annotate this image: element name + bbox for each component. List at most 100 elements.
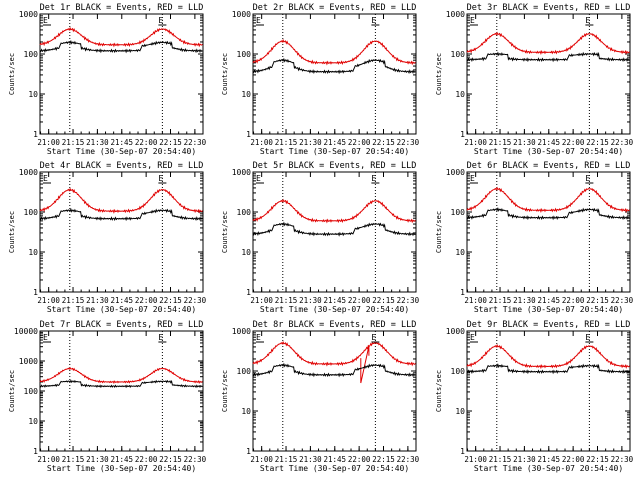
y-axis-label: Counts/sec <box>221 370 229 412</box>
x-tick-label: 21:00 <box>250 455 273 464</box>
x-tick-label: 22:30 <box>397 138 420 147</box>
y-axis-label: Counts/sec <box>435 211 443 253</box>
y-tick-label: 100 <box>451 367 466 376</box>
series-lld <box>252 38 416 66</box>
series-lld <box>39 26 203 48</box>
y-tick-label: 10 <box>455 248 465 257</box>
panel-det-2r: Det 2r BLACK = Events, RED = LLD 1 10 100 10… <box>221 3 420 156</box>
y-tick-label: 10 <box>28 417 38 426</box>
x-tick-label: 22:00 <box>562 455 585 464</box>
y-tick-label: 1 <box>33 447 38 456</box>
series-lld <box>466 186 630 214</box>
flag-label: E <box>158 16 163 25</box>
y-tick-label: 1000 <box>19 10 38 19</box>
x-axis-label: Start Time (30-Sep-07 20:54:40) <box>47 147 196 156</box>
y-axis-label: Counts/sec <box>221 53 229 95</box>
y-tick-label: 100 <box>451 208 466 217</box>
x-tick-label: 21:30 <box>513 138 536 147</box>
plot-frame <box>466 330 631 452</box>
x-tick-label: 21:00 <box>464 455 487 464</box>
panel-det-9r: Det 9r BLACK = Events, RED = LLD 1 10 100 10… <box>435 320 634 473</box>
x-tick-label: 22:15 <box>159 296 182 305</box>
x-tick-label: 22:15 <box>159 138 182 147</box>
series-events <box>466 363 630 375</box>
x-tick-label: 22:00 <box>562 296 585 305</box>
x-tick-label: 21:45 <box>537 138 560 147</box>
x-tick-label: 22:30 <box>611 296 634 305</box>
x-axis-label: Start Time (30-Sep-07 20:54:40) <box>474 305 623 314</box>
series-events <box>39 39 203 54</box>
flag-label: E <box>470 16 475 25</box>
panel-title: Det 5r BLACK = Events, RED = LLD <box>253 161 417 171</box>
x-tick-label: 21:30 <box>299 455 322 464</box>
x-tick-label: 21:00 <box>464 296 487 305</box>
flag-label: E <box>256 16 261 25</box>
x-tick-label: 21:15 <box>489 455 512 464</box>
y-tick-label: 1 <box>33 288 38 297</box>
panel-title: Det 6r BLACK = Events, RED = LLD <box>467 161 631 171</box>
panel-det-1r: Det 1r BLACK = Events, RED = LLD 1 10 100 10… <box>8 3 207 156</box>
y-tick-label: 1000 <box>446 168 465 177</box>
series-lld <box>39 187 203 214</box>
y-tick-label: 1000 <box>232 168 251 177</box>
x-tick-label: 21:45 <box>537 455 560 464</box>
x-tick-label: 22:15 <box>372 455 395 464</box>
x-tick-label: 21:45 <box>110 138 133 147</box>
y-tick-label: 10 <box>28 248 38 257</box>
x-tick-label: 21:15 <box>62 138 85 147</box>
x-tick-label: 21:45 <box>323 296 346 305</box>
x-tick-label: 21:15 <box>62 455 85 464</box>
panel-title: Det 8r BLACK = Events, RED = LLD <box>253 320 417 330</box>
x-tick-label: 21:00 <box>37 138 60 147</box>
x-tick-label: 22:30 <box>397 296 420 305</box>
y-tick-label: 100 <box>24 208 39 217</box>
y-tick-label: 1000 <box>446 10 465 19</box>
series-lld <box>252 340 416 384</box>
panel-det-3r: Det 3r BLACK = Events, RED = LLD 1 10 100 10… <box>435 3 634 156</box>
x-tick-label: 21:15 <box>275 296 298 305</box>
y-axis-label: Counts/sec <box>8 53 16 95</box>
y-tick-label: 100 <box>237 50 252 59</box>
x-tick-label: 22:00 <box>135 138 158 147</box>
y-tick-label: 100 <box>451 50 466 59</box>
x-axis-label: Start Time (30-Sep-07 20:54:40) <box>474 147 623 156</box>
plot-frame <box>252 13 417 135</box>
panel-title: Det 7r BLACK = Events, RED = LLD <box>40 320 204 330</box>
y-tick-label: 10 <box>241 90 251 99</box>
series-lld <box>252 198 416 224</box>
flag-label: E <box>43 16 48 25</box>
y-tick-label: 100 <box>237 208 252 217</box>
x-tick-label: 21:30 <box>513 296 536 305</box>
flag-label: E <box>371 174 376 183</box>
y-tick-label: 1 <box>33 130 38 139</box>
y-tick-label: 1 <box>246 447 251 456</box>
x-tick-label: 21:45 <box>110 296 133 305</box>
series-events <box>466 51 630 63</box>
x-axis-label: Start Time (30-Sep-07 20:54:40) <box>260 147 409 156</box>
x-tick-label: 21:30 <box>299 138 322 147</box>
flag-label: E <box>585 333 590 342</box>
flag-label: E <box>256 333 261 342</box>
x-tick-label: 21:15 <box>62 296 85 305</box>
plot-frame <box>252 330 417 452</box>
x-tick-label: 21:30 <box>299 296 322 305</box>
x-tick-label: 21:30 <box>513 455 536 464</box>
series-lld <box>466 343 630 370</box>
x-tick-label: 21:45 <box>110 455 133 464</box>
x-tick-label: 22:00 <box>135 296 158 305</box>
x-tick-label: 21:45 <box>537 296 560 305</box>
x-tick-label: 21:00 <box>250 296 273 305</box>
y-tick-label: 1000 <box>232 327 251 336</box>
series-lld <box>466 31 630 56</box>
y-tick-label: 10 <box>455 407 465 416</box>
y-tick-label: 1 <box>246 288 251 297</box>
x-tick-label: 22:15 <box>586 296 609 305</box>
panel-det-7r: Det 7r BLACK = Events, RED = LLD 1 10 100 10… <box>8 320 207 473</box>
x-tick-label: 22:30 <box>184 138 207 147</box>
series-events <box>39 379 203 389</box>
y-tick-label: 10 <box>28 90 38 99</box>
y-axis-label: Counts/sec <box>435 370 443 412</box>
x-tick-label: 21:00 <box>37 296 60 305</box>
y-tick-label: 1000 <box>19 357 38 366</box>
